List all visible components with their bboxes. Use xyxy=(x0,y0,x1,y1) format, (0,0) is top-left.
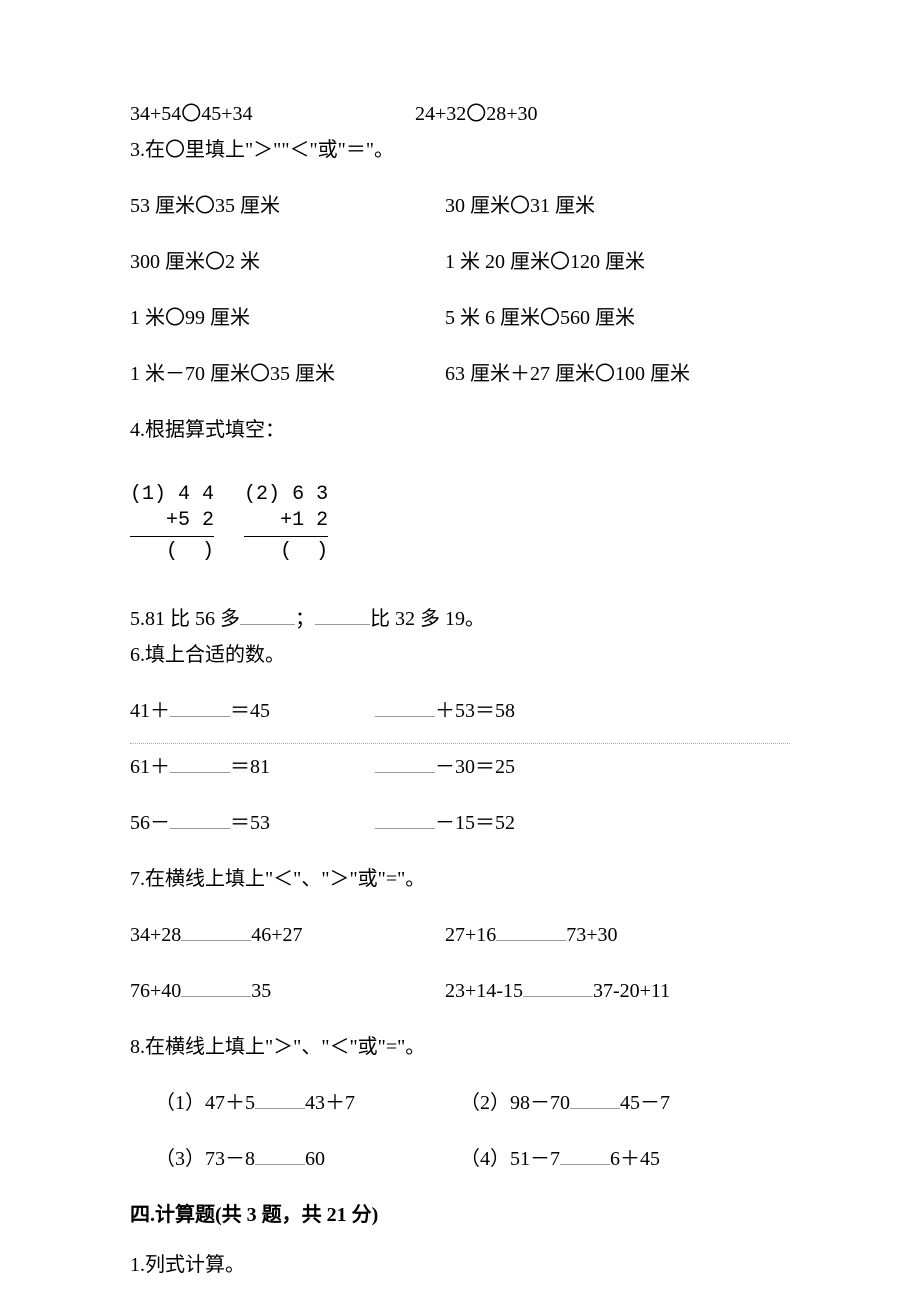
q3-row: 1 米〇99 厘米 5 米 6 厘米〇560 厘米 xyxy=(130,304,790,332)
q8-row: （3）73－860 （4）51－76＋45 xyxy=(130,1145,790,1173)
q6-title: 6.填上合适的数。 xyxy=(130,641,790,669)
q4-p2-top: (2) 6 3 xyxy=(244,482,328,508)
q4-problem-2: (2) 6 3 +1 2 ( ) xyxy=(244,482,328,565)
q7-left: 76+4035 xyxy=(130,977,440,1005)
q5-prefix: 5.81 比 56 多 xyxy=(130,608,240,630)
blank[interactable] xyxy=(570,1089,620,1109)
blank[interactable] xyxy=(496,921,566,941)
q3-right: 30 厘米〇31 厘米 xyxy=(445,195,595,217)
q6-row: 41＋＝45 ＋53＝58 xyxy=(130,697,790,725)
compare-left: 34+54〇45+34 xyxy=(130,100,410,128)
q3-left: 53 厘米〇35 厘米 xyxy=(130,192,440,220)
q3-row: 300 厘米〇2 米 1 米 20 厘米〇120 厘米 xyxy=(130,248,790,276)
q7-row: 34+2846+27 27+1673+30 xyxy=(130,921,790,949)
q3-right: 63 厘米＋27 厘米〇100 厘米 xyxy=(445,363,690,385)
q7-title: 7.在横线上填上"＜"、"＞"或"="。 xyxy=(130,865,790,893)
q6-right: ＋53＝58 xyxy=(375,700,515,722)
q4-p1-bot: ( ) xyxy=(130,537,214,565)
q3-row: 53 厘米〇35 厘米 30 厘米〇31 厘米 xyxy=(130,192,790,220)
q6-left: 41＋＝45 xyxy=(130,697,370,725)
q6-right: －30＝25 xyxy=(375,756,515,778)
q8-right: （4）51－76＋45 xyxy=(460,1148,660,1170)
blank[interactable] xyxy=(170,753,230,773)
compare-right: 24+32〇28+30 xyxy=(415,103,538,125)
q6-left: 61＋＝81 xyxy=(130,753,370,781)
q3-title: 3.在〇里填上"＞""＜"或"＝"。 xyxy=(130,136,790,164)
q4-problem-1: (1) 4 4 +5 2 ( ) xyxy=(130,482,214,565)
q6-row: 56－＝53 －15＝52 xyxy=(130,809,790,837)
q3-right: 1 米 20 厘米〇120 厘米 xyxy=(445,251,645,273)
compare-row: 34+54〇45+34 24+32〇28+30 xyxy=(130,100,790,128)
q5-mid: ； xyxy=(295,608,315,630)
q4-p2-bot: ( ) xyxy=(244,537,328,565)
q8-row: （1）47＋543＋7 （2）98－7045－7 xyxy=(130,1089,790,1117)
q7-right: 23+14-1537-20+11 xyxy=(445,980,670,1002)
q7-right: 27+1673+30 xyxy=(445,924,618,946)
q3-left: 1 米－70 厘米〇35 厘米 xyxy=(130,360,440,388)
q4-title: 4.根据算式填空： xyxy=(130,416,790,444)
blank[interactable] xyxy=(240,605,295,625)
q4-problems: (1) 4 4 +5 2 ( ) (2) 6 3 +1 2 ( ) xyxy=(130,482,790,565)
blank[interactable] xyxy=(181,977,251,997)
blank[interactable] xyxy=(315,605,370,625)
q3-row: 1 米－70 厘米〇35 厘米 63 厘米＋27 厘米〇100 厘米 xyxy=(130,360,790,388)
q6-row: 61＋＝81 －30＝25 xyxy=(130,753,790,781)
q3-left: 1 米〇99 厘米 xyxy=(130,304,440,332)
section-4-title: 四.计算题(共 3 题，共 21 分) xyxy=(130,1201,790,1229)
q8-left: （3）73－860 xyxy=(155,1145,455,1173)
blank[interactable] xyxy=(523,977,593,997)
q5-line: 5.81 比 56 多 ； 比 32 多 19。 xyxy=(130,605,790,633)
q3-right: 5 米 6 厘米〇560 厘米 xyxy=(445,307,635,329)
blank[interactable] xyxy=(375,697,435,717)
q6-right: －15＝52 xyxy=(375,812,515,834)
blank[interactable] xyxy=(170,809,230,829)
q8-title: 8.在横线上填上"＞"、"＜"或"="。 xyxy=(130,1033,790,1061)
q3-left: 300 厘米〇2 米 xyxy=(130,248,440,276)
q4-p2-mid: +1 2 xyxy=(244,508,328,537)
q4-p1-mid: +5 2 xyxy=(130,508,214,537)
q8-right: （2）98－7045－7 xyxy=(460,1092,670,1114)
q6-left: 56－＝53 xyxy=(130,809,370,837)
blank[interactable] xyxy=(375,809,435,829)
q7-row: 76+4035 23+14-1537-20+11 xyxy=(130,977,790,1005)
q6-row-dotted: 61＋＝81 －30＝25 xyxy=(130,753,790,781)
blank[interactable] xyxy=(375,753,435,773)
q5-suffix: 比 32 多 19。 xyxy=(370,608,485,630)
section-4-q1: 1.列式计算。 xyxy=(130,1251,790,1279)
blank[interactable] xyxy=(170,697,230,717)
blank[interactable] xyxy=(181,921,251,941)
blank[interactable] xyxy=(255,1145,305,1165)
q7-left: 34+2846+27 xyxy=(130,921,440,949)
q4-p1-top: (1) 4 4 xyxy=(130,482,214,508)
blank[interactable] xyxy=(255,1089,305,1109)
blank[interactable] xyxy=(560,1145,610,1165)
q8-left: （1）47＋543＋7 xyxy=(155,1089,455,1117)
dotted-separator xyxy=(130,743,790,744)
